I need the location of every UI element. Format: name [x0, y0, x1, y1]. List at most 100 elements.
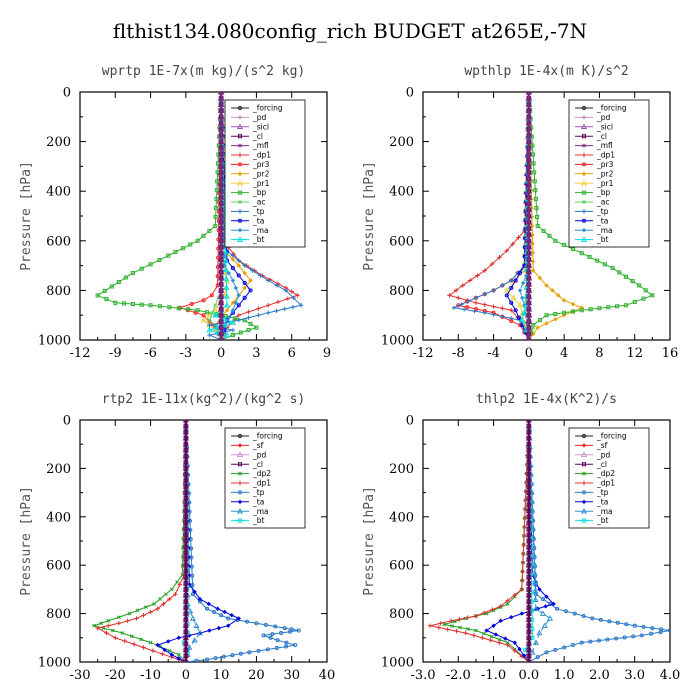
legend-marker [236, 451, 244, 458]
series-point-tp [256, 313, 261, 318]
series-point-dp1 [141, 613, 146, 618]
series-point-bp [230, 333, 235, 338]
y-tick-label: 400 [389, 510, 414, 525]
series-point-ta [248, 288, 253, 293]
series-point-mfl [526, 133, 532, 138]
series-point-tp [238, 651, 243, 656]
series-point-bt [223, 331, 231, 338]
series-point-dp1 [520, 569, 525, 574]
series-point-dp1 [504, 248, 510, 253]
series-point-dp1 [519, 587, 524, 592]
x-tick-label: -6 [144, 346, 157, 361]
series-point-ta [197, 596, 203, 602]
series-point-tp [258, 273, 263, 278]
legend-marker [581, 490, 587, 495]
y-tick-label: 800 [46, 284, 71, 299]
series-point-dp1 [125, 618, 130, 624]
series-point-cl [183, 574, 189, 580]
legend-label: _sf [252, 441, 264, 450]
legend-label: _mfl [596, 141, 613, 150]
series-point-pr2 [236, 263, 241, 268]
series-point-mfl [218, 275, 224, 281]
x-tick-label: 4 [560, 346, 568, 361]
series-point-ta [551, 601, 556, 607]
series-point-bp [109, 284, 114, 289]
series-point-ma [536, 629, 543, 636]
legend-marker [237, 433, 243, 439]
series-point-ma [532, 587, 539, 594]
series-point-pr1 [510, 294, 517, 301]
series-point-cl [183, 629, 189, 635]
series-point-ta [504, 293, 509, 298]
series-point-dp2 [135, 608, 140, 613]
series-point-bp [595, 258, 600, 263]
series-line-bp [528, 92, 654, 340]
series-point-bt [222, 257, 229, 264]
series-point-ma [186, 644, 193, 650]
series-point-mfl [526, 220, 532, 225]
series-point-dp2 [176, 652, 181, 657]
series-point-dp2 [139, 637, 144, 642]
series-point-bp [246, 328, 251, 333]
legend-label: _pr3 [252, 160, 270, 169]
series-point-pr3 [465, 305, 470, 310]
series-point-mfl [526, 282, 532, 287]
series-point-mfl [526, 213, 532, 219]
series-point-cl [526, 508, 532, 514]
series-point-bp [579, 251, 584, 256]
series-point-bp [533, 188, 538, 193]
y-tick-label: 200 [389, 462, 414, 477]
series-point-bp [102, 288, 107, 293]
y-tick-label: 800 [46, 607, 71, 622]
series-point-bp [233, 316, 238, 321]
series-point-cl [183, 520, 189, 526]
legend-label: _pd [596, 113, 611, 122]
series-point-cl [526, 562, 532, 568]
series-point-bp [248, 321, 253, 326]
series-point-cl [526, 526, 532, 532]
x-tick-label: -4 [487, 346, 500, 361]
series-point-dp1 [497, 640, 502, 645]
series-point-mfl [218, 313, 224, 318]
series-point-bt [221, 315, 228, 322]
series-point-mfl [526, 226, 532, 231]
x-tick-label: -30 [70, 668, 91, 683]
legend-label: _forcing [596, 104, 627, 113]
series-line-ma [528, 420, 551, 662]
series-point-bt [523, 284, 530, 290]
series-point-cl [183, 562, 189, 568]
series-point-dp1 [505, 642, 510, 648]
legend-marker [237, 152, 243, 158]
series-point-cl [183, 502, 189, 508]
y-tick-label: 400 [389, 185, 414, 200]
series-point-ma [230, 308, 236, 313]
series-point-pr2 [248, 278, 253, 283]
legend-label: _sicl [596, 122, 613, 131]
series-line-dp1 [96, 420, 187, 662]
legend-marker [237, 115, 243, 120]
legend-label: _mfl [252, 141, 269, 150]
x-tick-label: 20 [248, 668, 265, 683]
series-point-ta [509, 285, 514, 290]
series-point-mfl [526, 288, 532, 293]
series-point-bt [222, 321, 229, 328]
series-point-mfl [218, 201, 224, 206]
legend-label: _pd [252, 113, 267, 122]
series-point-dp2 [111, 628, 115, 633]
legend-label: _bt [596, 235, 609, 244]
x-tick-label: -8 [452, 346, 465, 361]
series-point-tp [268, 635, 273, 640]
series-point-ta [491, 623, 496, 628]
series-point-mfl [218, 151, 224, 157]
series-point-cl [183, 526, 189, 532]
series-point-dp1 [289, 289, 294, 294]
series-point-cl [526, 502, 532, 508]
series-point-bp [537, 318, 542, 323]
series-point-pr3 [201, 313, 206, 318]
legend-label: _dp2 [252, 469, 271, 478]
series-point-mfl [218, 232, 224, 237]
series-point-cl [183, 544, 189, 550]
series-point-dp1 [122, 638, 127, 644]
series-point-mfl [526, 164, 532, 169]
series-point-cl [526, 653, 532, 659]
